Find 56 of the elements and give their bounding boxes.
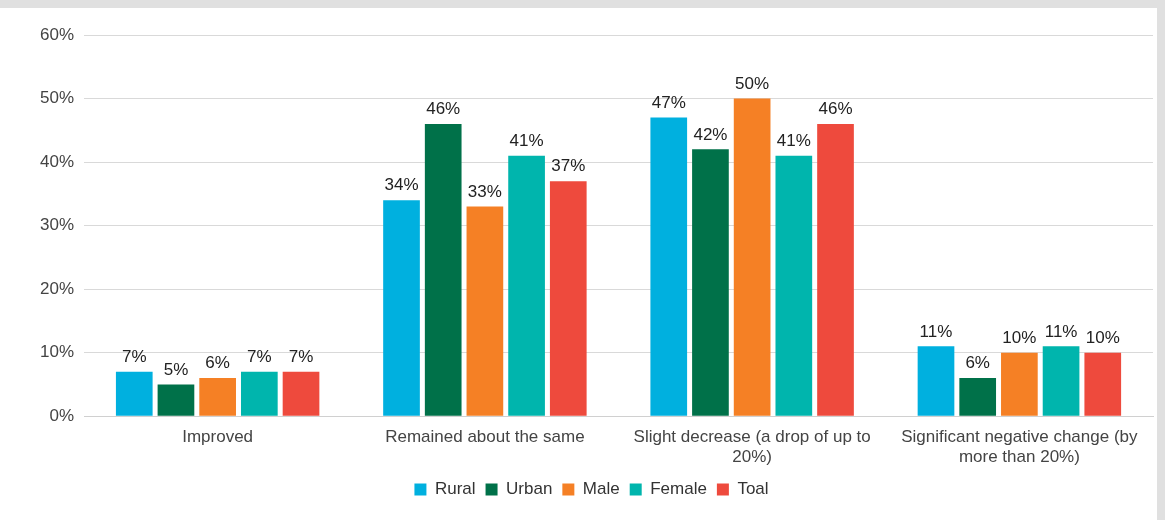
data-label: 33%: [467, 181, 502, 201]
data-label: 7%: [121, 346, 147, 366]
bar: [817, 123, 854, 416]
data-label: 5%: [163, 359, 189, 379]
data-label: 42%: [693, 124, 728, 144]
x-tick-label: Slight decrease (a drop of up to 20%): [633, 427, 871, 467]
data-label: 47%: [651, 92, 686, 112]
data-label: 41%: [509, 130, 544, 150]
data-label: 11%: [919, 321, 953, 341]
bar: [775, 155, 813, 416]
y-tick-label: 30%: [39, 215, 75, 235]
bar: [157, 384, 195, 416]
data-label: 46%: [818, 99, 853, 119]
bar: [508, 155, 545, 416]
data-label: 7%: [247, 346, 272, 366]
data-label: 34%: [384, 175, 419, 195]
legend-label: Toal: [737, 479, 769, 499]
data-label: 6%: [205, 353, 230, 373]
bar: [959, 378, 997, 416]
bar: [733, 98, 771, 416]
data-label: 50%: [735, 73, 770, 93]
legend-label: Female: [650, 479, 707, 499]
legend-label: Urban: [506, 479, 553, 499]
bar: [692, 149, 729, 416]
data-label: 11%: [1044, 321, 1078, 341]
bar: [282, 371, 320, 416]
y-tick-label: 20%: [39, 278, 75, 298]
bar: [1042, 346, 1080, 416]
data-label: 10%: [1085, 327, 1120, 347]
data-label: 6%: [965, 353, 990, 373]
y-tick-label: 0%: [49, 405, 75, 425]
legend-label: Rural: [434, 479, 476, 499]
data-label: 46%: [426, 99, 461, 119]
bar: [549, 181, 587, 416]
bar: [466, 206, 504, 416]
x-tick-label: Improved: [182, 427, 254, 447]
bar: [383, 200, 420, 416]
y-tick-label: 50%: [39, 88, 75, 108]
bar: [650, 117, 688, 416]
bar: [240, 371, 278, 416]
bar: [1084, 352, 1122, 416]
x-tick-label: Remained about the same: [385, 427, 585, 447]
x-tick-label: Significant negative change (by more than 20%): [901, 427, 1139, 467]
bar: [1001, 352, 1038, 416]
data-label: 41%: [776, 130, 811, 150]
bar: [115, 371, 153, 416]
y-tick-label: 10%: [39, 342, 75, 362]
y-tick-label: 40%: [39, 151, 75, 171]
bar: [424, 123, 462, 416]
y-tick-label: 60%: [39, 24, 75, 44]
data-label: 10%: [1002, 327, 1037, 347]
bar: [199, 378, 236, 416]
legend-label: Male: [582, 479, 620, 499]
bar: [917, 346, 955, 416]
data-label: 37%: [551, 156, 586, 176]
data-label: 7%: [288, 346, 314, 366]
